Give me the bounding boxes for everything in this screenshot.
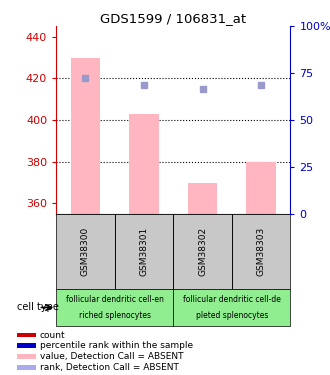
Text: percentile rank within the sample: percentile rank within the sample — [40, 341, 193, 350]
Bar — [173, 289, 290, 326]
Bar — [188, 183, 217, 214]
Text: value, Detection Call = ABSENT: value, Detection Call = ABSENT — [40, 352, 183, 361]
Bar — [71, 57, 100, 214]
Text: follicular dendritic cell-en: follicular dendritic cell-en — [66, 295, 164, 304]
Text: cell type: cell type — [16, 303, 58, 312]
Bar — [56, 214, 115, 289]
Text: rank, Detection Call = ABSENT: rank, Detection Call = ABSENT — [40, 363, 179, 372]
Bar — [16, 354, 36, 359]
Bar — [232, 214, 290, 289]
Bar — [16, 344, 36, 348]
Title: GDS1599 / 106831_at: GDS1599 / 106831_at — [100, 12, 246, 25]
Bar — [16, 365, 36, 370]
Bar — [247, 162, 276, 214]
Bar — [173, 214, 232, 289]
Text: GSM38300: GSM38300 — [81, 226, 90, 276]
Text: GSM38303: GSM38303 — [257, 226, 266, 276]
Bar — [56, 289, 173, 326]
Text: count: count — [40, 330, 65, 339]
Bar — [115, 214, 173, 289]
Bar — [129, 114, 159, 214]
Text: pleted splenocytes: pleted splenocytes — [196, 311, 268, 320]
Text: GSM38301: GSM38301 — [140, 226, 148, 276]
Text: GSM38302: GSM38302 — [198, 226, 207, 276]
Bar — [16, 333, 36, 338]
Text: follicular dendritic cell-de: follicular dendritic cell-de — [183, 295, 281, 304]
Text: riched splenocytes: riched splenocytes — [79, 311, 151, 320]
